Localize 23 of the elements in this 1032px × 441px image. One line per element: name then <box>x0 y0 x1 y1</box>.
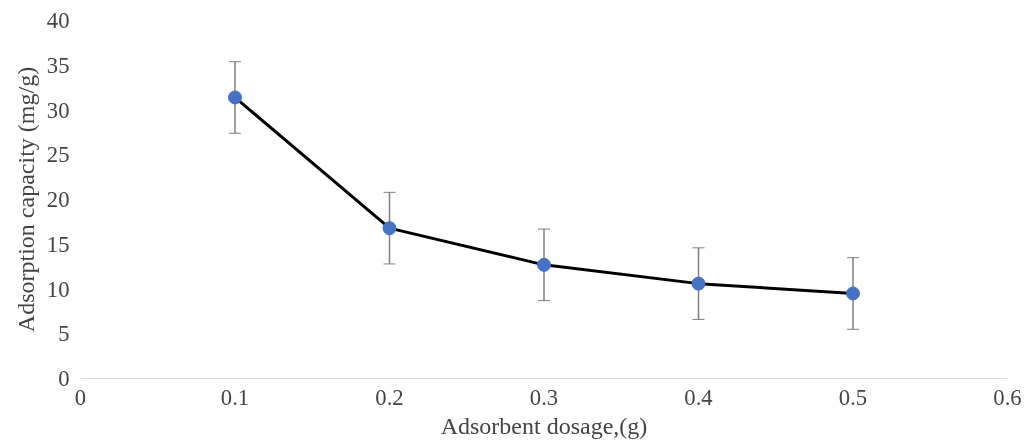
y-axis-title: Adsorption capacity (mg/g) <box>12 66 39 333</box>
y-tick-label: 25 <box>46 142 70 168</box>
x-tick-label: 0.5 <box>838 384 868 410</box>
y-tick-label: 35 <box>46 52 70 78</box>
y-tick-label: 40 <box>46 8 70 33</box>
x-tick-label: 0.3 <box>529 384 559 410</box>
x-tick-label: 0.4 <box>684 384 713 410</box>
x-tick-label: 0.2 <box>375 384 404 410</box>
x-tick-label: 0.6 <box>993 384 1022 410</box>
y-tick-label: 15 <box>46 231 70 257</box>
point <box>846 286 860 301</box>
x-tick-label: 0 <box>74 384 87 410</box>
point <box>691 276 706 291</box>
point <box>228 90 242 105</box>
y-tick-label: 20 <box>46 187 70 212</box>
y-tick-label: 30 <box>46 97 70 123</box>
y-tick-label: 10 <box>46 276 70 302</box>
x-axis-title: Adsorbent dosage,(g) <box>440 412 648 439</box>
point <box>537 257 551 272</box>
y-tick-label: 0 <box>58 366 70 391</box>
point <box>382 221 397 236</box>
y-tick-label: 5 <box>58 321 70 347</box>
x-tick-label: 0.1 <box>220 384 250 410</box>
